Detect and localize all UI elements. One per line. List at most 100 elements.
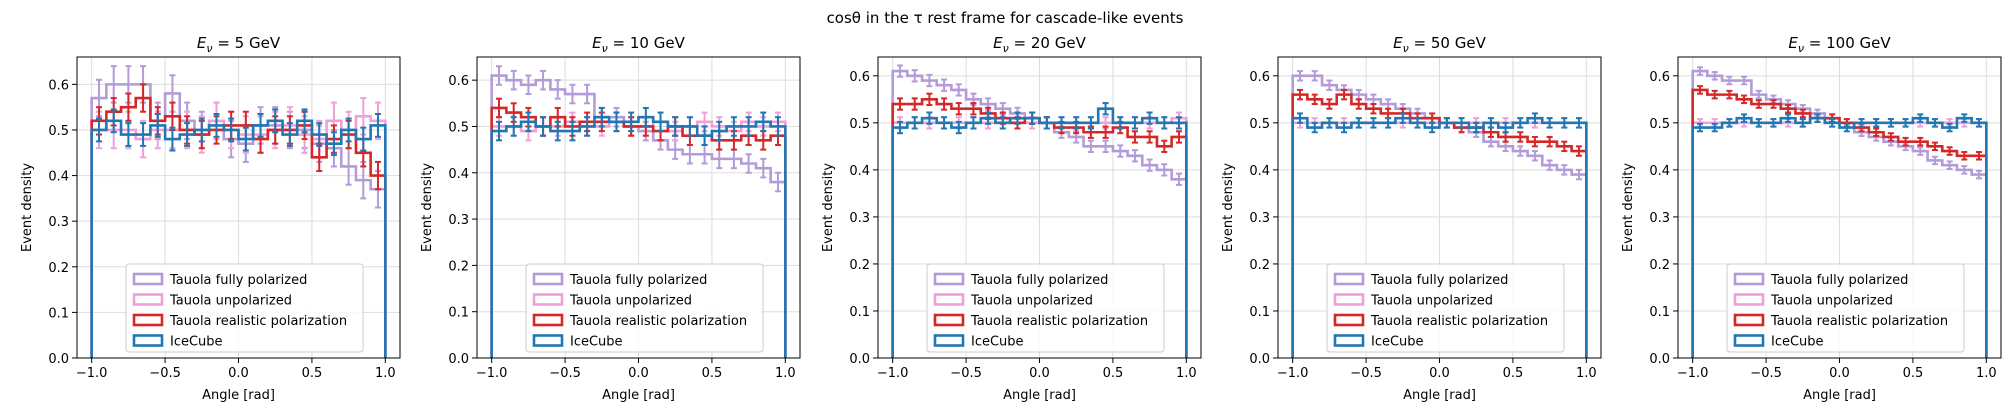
series-tauola-realistic-polarization	[1291, 88, 1588, 358]
x-tick-label: −1.0	[476, 366, 508, 381]
series-icecube	[891, 102, 1188, 358]
y-tick-label: 0.5	[1249, 117, 1270, 132]
y-tick-label: 0.2	[1649, 258, 1670, 273]
x-tick-label: 1.0	[1576, 366, 1597, 381]
y-tick-label: 0.0	[1649, 352, 1670, 367]
y-axis-label: Event density	[821, 163, 836, 252]
y-axis-label: Event density	[1621, 163, 1636, 252]
histogram-step-line	[490, 106, 787, 358]
figure-suptitle: cosθ in the τ rest frame for cascade-lik…	[827, 9, 1184, 27]
legend-label: Tauola fully polarized	[169, 273, 307, 288]
axes-frame	[476, 56, 801, 359]
legend-label: IceCube	[971, 335, 1024, 350]
histogram-step-line	[490, 74, 787, 358]
y-tick-label: 0.1	[1649, 305, 1670, 320]
legend-label: Tauola realistic polarization	[1370, 314, 1548, 329]
y-tick-label: 0.2	[448, 259, 469, 274]
x-tick-label: 0.0	[628, 366, 649, 381]
y-tick-label: 0.6	[48, 78, 69, 93]
legend-swatch	[532, 293, 564, 306]
y-tick-label: 0.1	[1249, 305, 1270, 320]
y-tick-label: 0.6	[448, 74, 469, 89]
y-tick-label: 0.0	[1249, 352, 1270, 367]
legend-swatch	[1733, 272, 1765, 286]
histogram-step-line	[490, 115, 787, 358]
legend-swatch	[1733, 334, 1765, 347]
x-tick-label: 1.0	[1976, 366, 1997, 381]
x-axis-label: Angle [rad]	[1403, 388, 1476, 403]
series-icecube	[1691, 113, 1988, 358]
y-axis-label: Event density	[20, 163, 35, 252]
axes-frame	[877, 56, 1202, 359]
series-icecube	[490, 106, 787, 358]
legend-swatch	[132, 272, 164, 286]
legend-label: Tauola fully polarized	[569, 273, 707, 288]
x-tick-label: 0.5	[1903, 366, 1924, 381]
x-tick-label: 1.0	[1176, 366, 1197, 381]
legend-label: Tauola realistic polarization	[1770, 314, 1948, 329]
legend-swatch	[933, 313, 965, 327]
panel-title: Eν = 50 GeV	[1393, 34, 1486, 55]
y-tick-label: 0.1	[849, 305, 870, 320]
legend-label: Tauola fully polarized	[1770, 273, 1908, 288]
y-tick-label: 0.2	[48, 261, 69, 276]
x-tick-label: 0.5	[302, 366, 323, 381]
x-tick-label: 0.5	[1103, 366, 1124, 381]
axes-frame	[1677, 56, 2002, 359]
x-tick-label: −0.5	[149, 366, 181, 381]
y-tick-label: 0.1	[48, 306, 69, 321]
y-tick-label: 0.4	[1249, 164, 1270, 179]
y-tick-label: 0.4	[48, 170, 69, 185]
legend: Tauola fully polarized Tauola unpolarized…	[125, 263, 364, 353]
y-tick-label: 0.5	[1649, 117, 1670, 132]
legend-swatch	[1333, 313, 1365, 327]
chart-panel-2: −1.0 −0.5 0.0 0.5 1.0 0.0 0.1 0.2 0.3 0.4 0.5 0.6 Eν…	[420, 34, 801, 403]
panel-title: Eν = 100 GeV	[1788, 34, 1891, 55]
legend-swatch	[1333, 272, 1365, 286]
legend-swatch	[933, 293, 965, 306]
axes-frame	[1277, 56, 1602, 359]
chart-panel-1: −1.0 −0.5 0.0 0.5 1.0 0.0 0.1 0.2 0.3 0.4 0.5 0.6 Eν…	[20, 34, 401, 403]
legend-label: IceCube	[1771, 335, 1824, 350]
legend-swatch	[1733, 313, 1765, 327]
y-tick-label: 0.6	[1249, 70, 1270, 85]
x-tick-label: 0.0	[1429, 366, 1450, 381]
legend-swatch	[532, 334, 564, 347]
legend: Tauola fully polarized Tauola unpolarized…	[926, 263, 1165, 353]
x-tick-label: 0.5	[1503, 366, 1524, 381]
legend-frame	[1326, 263, 1565, 353]
legend-swatch	[532, 272, 564, 286]
histogram-step-line	[90, 119, 387, 358]
series-icecube	[90, 108, 387, 358]
legend-swatch	[132, 313, 164, 327]
legend-frame	[525, 263, 764, 353]
y-tick-label: 0.6	[1649, 70, 1670, 85]
legend-label: Tauola fully polarized	[970, 273, 1108, 288]
legend: Tauola fully polarized Tauola unpolarized…	[1726, 263, 1965, 353]
legend: Tauola fully polarized Tauola unpolarized…	[1326, 263, 1565, 353]
legend-frame	[125, 263, 364, 353]
x-tick-label: 0.0	[1029, 366, 1050, 381]
legend-label: Tauola realistic polarization	[169, 314, 347, 329]
x-tick-label: −0.5	[1750, 366, 1782, 381]
y-tick-label: 0.4	[448, 167, 469, 182]
x-tick-label: −0.5	[549, 366, 581, 381]
x-tick-label: 1.0	[775, 366, 796, 381]
legend-label: Tauola unpolarized	[1770, 294, 1893, 309]
legend-label: Tauola realistic polarization	[569, 314, 747, 329]
legend-swatch	[933, 272, 965, 286]
legend-label: IceCube	[1371, 335, 1424, 350]
histogram-step-line	[1291, 116, 1588, 358]
legend-swatch	[1333, 334, 1365, 347]
y-tick-label: 0.3	[1249, 211, 1270, 226]
histogram-step-line	[1691, 116, 1988, 358]
histogram-step-line	[1291, 93, 1588, 358]
x-tick-label: 0.0	[1829, 366, 1850, 381]
y-tick-label: 0.0	[849, 352, 870, 367]
legend-swatch	[132, 293, 164, 306]
legend-swatch	[1733, 293, 1765, 306]
legend-label: Tauola unpolarized	[569, 294, 692, 309]
histogram-step-line	[90, 83, 387, 358]
